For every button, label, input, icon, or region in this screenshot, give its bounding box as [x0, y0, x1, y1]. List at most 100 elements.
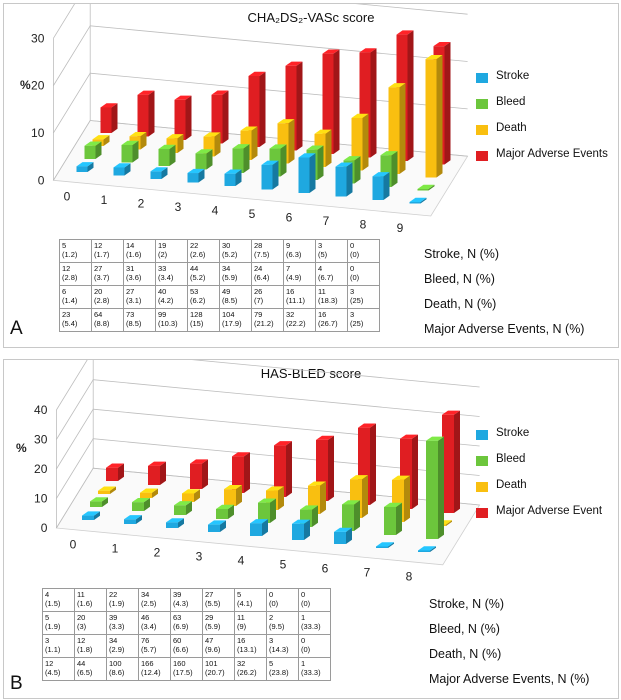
table-cell: 32 (26.2) — [234, 657, 267, 681]
x-tick-label: 2 — [138, 196, 145, 210]
table-row: 3 (1.1) 12 (1.8) 34 (2.9) 76 (5.7) 60 (6.6) 47 (9.6… — [42, 634, 331, 658]
cell-count: 9 — [286, 241, 291, 250]
cell-percent: (3.7) — [94, 273, 110, 282]
bar-death-0 — [98, 486, 116, 494]
bar-side — [236, 484, 242, 506]
bar-side — [288, 119, 295, 164]
bar-side — [144, 497, 150, 511]
table-cell: 11 (18.3) — [315, 285, 348, 309]
bar-front — [250, 523, 262, 536]
cell-count: 104 — [222, 310, 235, 319]
cell-percent: (3) — [77, 622, 87, 631]
x-tick-label: 4 — [212, 203, 219, 217]
bar-front — [409, 202, 421, 204]
bar-top — [285, 61, 303, 66]
bar-major-adverse-events-6 — [322, 49, 340, 154]
bar-side — [354, 500, 360, 531]
table-cell: 11 (9) — [234, 611, 267, 635]
cell-count: 11 — [77, 590, 85, 599]
cell-count: 46 — [141, 613, 150, 622]
cell-count: 6 — [62, 287, 67, 296]
bar-death-8 — [388, 83, 406, 174]
bar-stroke-7 — [335, 162, 353, 197]
cell-count: 16 — [286, 287, 295, 296]
cell-count: 39 — [173, 590, 182, 599]
bar-top — [359, 48, 377, 53]
bar-front — [174, 99, 186, 140]
table-cell: 44 (6.5) — [74, 657, 107, 681]
bar-top — [384, 502, 402, 507]
bar-side — [194, 489, 200, 502]
bar-side — [412, 434, 418, 509]
cell-percent: (4.1) — [237, 599, 253, 608]
table-cell: 76 (5.7) — [138, 634, 171, 658]
cell-count: 22 — [190, 241, 199, 250]
cell-count: 11 — [318, 287, 326, 296]
bar-front — [208, 524, 220, 532]
bar-front — [388, 87, 400, 174]
x-tick-label: 8 — [406, 569, 413, 583]
bar-side — [370, 48, 377, 158]
table-cell: 14 (1.6) — [123, 239, 156, 263]
cell-percent: (0) — [301, 599, 311, 608]
x-tick-label: 6 — [286, 210, 293, 224]
bar-front — [150, 171, 162, 179]
cell-count: 14 — [126, 241, 135, 250]
table-cell: 166 (12.4) — [138, 657, 171, 681]
bar-side — [280, 144, 287, 177]
table-cell: 4 (1.5) — [42, 588, 75, 612]
legend-swatch — [476, 99, 488, 109]
cell-count: 3 — [350, 310, 355, 319]
cell-percent: (33.3) — [301, 668, 321, 677]
cell-count: 5 — [269, 659, 274, 668]
cell-count: 24 — [254, 264, 263, 273]
table-cell: 64 (8.8) — [91, 308, 124, 332]
bar-front — [274, 445, 286, 497]
bar-side — [148, 90, 155, 137]
x-tick-label: 3 — [175, 200, 182, 214]
cell-count: 32 — [237, 659, 246, 668]
bar-side — [124, 163, 131, 176]
bar-stroke-7 — [376, 542, 394, 548]
table-cell: 0 (0) — [298, 588, 331, 612]
bar-front — [82, 515, 94, 520]
cell-count: 1 — [301, 659, 306, 668]
y-axis-label: % — [20, 78, 31, 92]
cell-percent: (2.5) — [141, 599, 157, 608]
bar-front — [384, 506, 396, 535]
cell-count: 76 — [141, 636, 150, 645]
bar-top — [106, 463, 124, 468]
bar-chart-3d: 0 10 20 30% 0 1 2 3 4 5 6 7 8 9 — [20, 4, 469, 235]
table-cell: 6 (1.4) — [59, 285, 92, 309]
cell-percent: (0) — [350, 273, 360, 282]
bar-front — [376, 546, 388, 548]
gridline — [53, 4, 468, 39]
bar-side — [272, 160, 279, 190]
bar-side — [312, 505, 318, 527]
table-cell: 33 (3.4) — [155, 262, 188, 286]
cell-count: 53 — [190, 287, 199, 296]
cell-percent: (20.7) — [205, 668, 225, 677]
bar-bleed-4 — [258, 498, 276, 523]
bar-side — [206, 149, 213, 170]
bar-top — [76, 162, 94, 167]
bar-front — [113, 167, 125, 176]
y-tick-label: 30 — [34, 433, 48, 447]
table-cell: 16 (11.1) — [283, 285, 316, 309]
cell-percent: (8.5) — [222, 296, 238, 305]
bar-front — [203, 136, 215, 157]
bar-front — [261, 164, 273, 190]
bar-stroke-5 — [292, 519, 310, 540]
cell-percent: (3.4) — [158, 273, 174, 282]
cell-count: 44 — [190, 264, 199, 273]
bar-front — [190, 463, 202, 489]
cell-count: 0 — [350, 241, 355, 250]
bar-side — [235, 169, 242, 186]
cell-percent: (1.8) — [77, 645, 93, 654]
bar-side — [198, 168, 205, 183]
y-axis-label: % — [16, 441, 27, 455]
bar-top — [158, 144, 176, 149]
table-cell: 46 (3.4) — [138, 611, 171, 635]
bar-side — [346, 527, 352, 544]
bar-front — [426, 440, 438, 539]
